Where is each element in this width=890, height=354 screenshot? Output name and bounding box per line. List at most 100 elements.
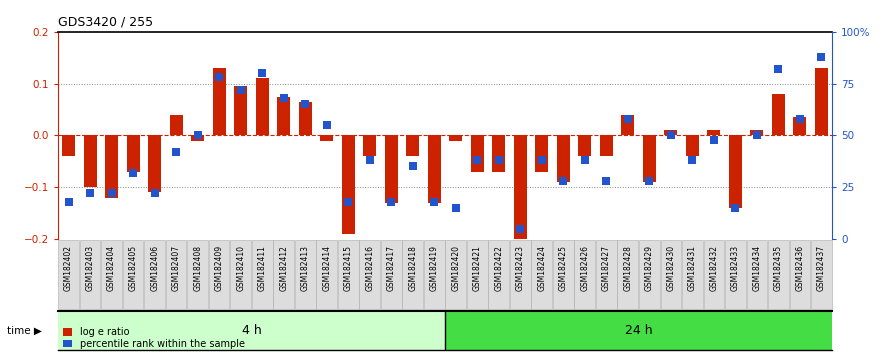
Bar [428, 135, 441, 203]
Point [814, 54, 829, 59]
Text: GSM182436: GSM182436 [796, 245, 805, 291]
Point [772, 66, 786, 72]
Point [535, 158, 549, 163]
FancyBboxPatch shape [316, 240, 337, 309]
Bar [621, 115, 635, 135]
Bar [750, 130, 764, 135]
Text: GSM182431: GSM182431 [688, 245, 697, 291]
Bar [255, 79, 269, 135]
Point [233, 87, 247, 93]
Text: GSM182411: GSM182411 [258, 245, 267, 291]
Bar [772, 94, 785, 135]
FancyBboxPatch shape [360, 240, 380, 309]
Point [406, 164, 420, 169]
Text: GSM182417: GSM182417 [387, 245, 396, 291]
Point [427, 199, 441, 205]
Point [599, 178, 613, 184]
Text: GSM182403: GSM182403 [85, 245, 94, 291]
Bar [492, 135, 506, 172]
Bar [320, 135, 333, 141]
Text: GSM182429: GSM182429 [645, 245, 654, 291]
Point [148, 190, 162, 196]
Text: GSM182425: GSM182425 [559, 245, 568, 291]
Bar [406, 135, 419, 156]
Bar [471, 135, 484, 172]
Bar [299, 102, 312, 135]
Point [255, 70, 270, 76]
Text: GSM182409: GSM182409 [214, 245, 223, 291]
FancyBboxPatch shape [166, 240, 187, 309]
Point [104, 190, 118, 196]
Point [190, 132, 205, 138]
FancyBboxPatch shape [187, 240, 208, 309]
Text: GSM182426: GSM182426 [580, 245, 589, 291]
Text: GDS3420 / 255: GDS3420 / 255 [58, 16, 153, 29]
Point [578, 158, 592, 163]
Text: GSM182412: GSM182412 [279, 245, 288, 291]
Bar [84, 135, 97, 187]
Text: GSM182433: GSM182433 [731, 245, 740, 291]
FancyBboxPatch shape [144, 240, 165, 309]
FancyBboxPatch shape [725, 240, 746, 309]
Point [126, 170, 141, 176]
FancyBboxPatch shape [489, 240, 509, 309]
Text: GSM182402: GSM182402 [64, 245, 73, 291]
Bar [449, 135, 462, 141]
Text: GSM182406: GSM182406 [150, 245, 159, 291]
FancyBboxPatch shape [467, 240, 488, 309]
Point [298, 102, 312, 107]
Bar [58, 310, 445, 350]
Point [556, 178, 570, 184]
Point [707, 137, 721, 142]
Point [212, 75, 226, 80]
Bar [557, 135, 570, 182]
Text: GSM182432: GSM182432 [709, 245, 718, 291]
Bar [815, 68, 828, 135]
Point [514, 226, 528, 232]
Bar [363, 135, 376, 156]
FancyBboxPatch shape [660, 240, 681, 309]
Text: GSM182428: GSM182428 [623, 245, 632, 291]
Bar [384, 135, 398, 203]
Text: GSM182415: GSM182415 [344, 245, 352, 291]
Point [61, 199, 76, 205]
Point [491, 158, 506, 163]
Text: GSM182416: GSM182416 [365, 245, 374, 291]
Bar [170, 115, 182, 135]
FancyBboxPatch shape [231, 240, 251, 309]
Bar [708, 130, 720, 135]
Bar [148, 135, 161, 192]
FancyBboxPatch shape [768, 240, 789, 309]
Legend: log e ratio, percentile rank within the sample: log e ratio, percentile rank within the … [62, 327, 246, 349]
Bar [643, 135, 656, 182]
Bar [578, 135, 591, 156]
FancyBboxPatch shape [58, 240, 79, 309]
FancyBboxPatch shape [682, 240, 703, 309]
Text: GSM182407: GSM182407 [172, 245, 181, 291]
FancyBboxPatch shape [510, 240, 530, 309]
Text: GSM182410: GSM182410 [236, 245, 245, 291]
FancyBboxPatch shape [381, 240, 401, 309]
Text: GSM182437: GSM182437 [817, 245, 826, 291]
Bar [342, 135, 354, 234]
FancyBboxPatch shape [101, 240, 122, 309]
Text: GSM182422: GSM182422 [494, 245, 503, 291]
Bar [664, 130, 677, 135]
Text: 24 h: 24 h [625, 324, 652, 337]
Point [470, 158, 484, 163]
Bar [191, 135, 204, 141]
Text: GSM182404: GSM182404 [107, 245, 116, 291]
FancyBboxPatch shape [424, 240, 445, 309]
Text: time ▶: time ▶ [7, 326, 43, 336]
FancyBboxPatch shape [811, 240, 832, 309]
Text: GSM182427: GSM182427 [602, 245, 611, 291]
Point [749, 132, 764, 138]
FancyBboxPatch shape [531, 240, 552, 309]
Text: 4 h: 4 h [241, 324, 262, 337]
Bar [62, 135, 75, 156]
FancyBboxPatch shape [338, 240, 359, 309]
Text: GSM182405: GSM182405 [129, 245, 138, 291]
Point [620, 116, 635, 122]
Point [449, 205, 463, 211]
Text: GSM182419: GSM182419 [430, 245, 439, 291]
